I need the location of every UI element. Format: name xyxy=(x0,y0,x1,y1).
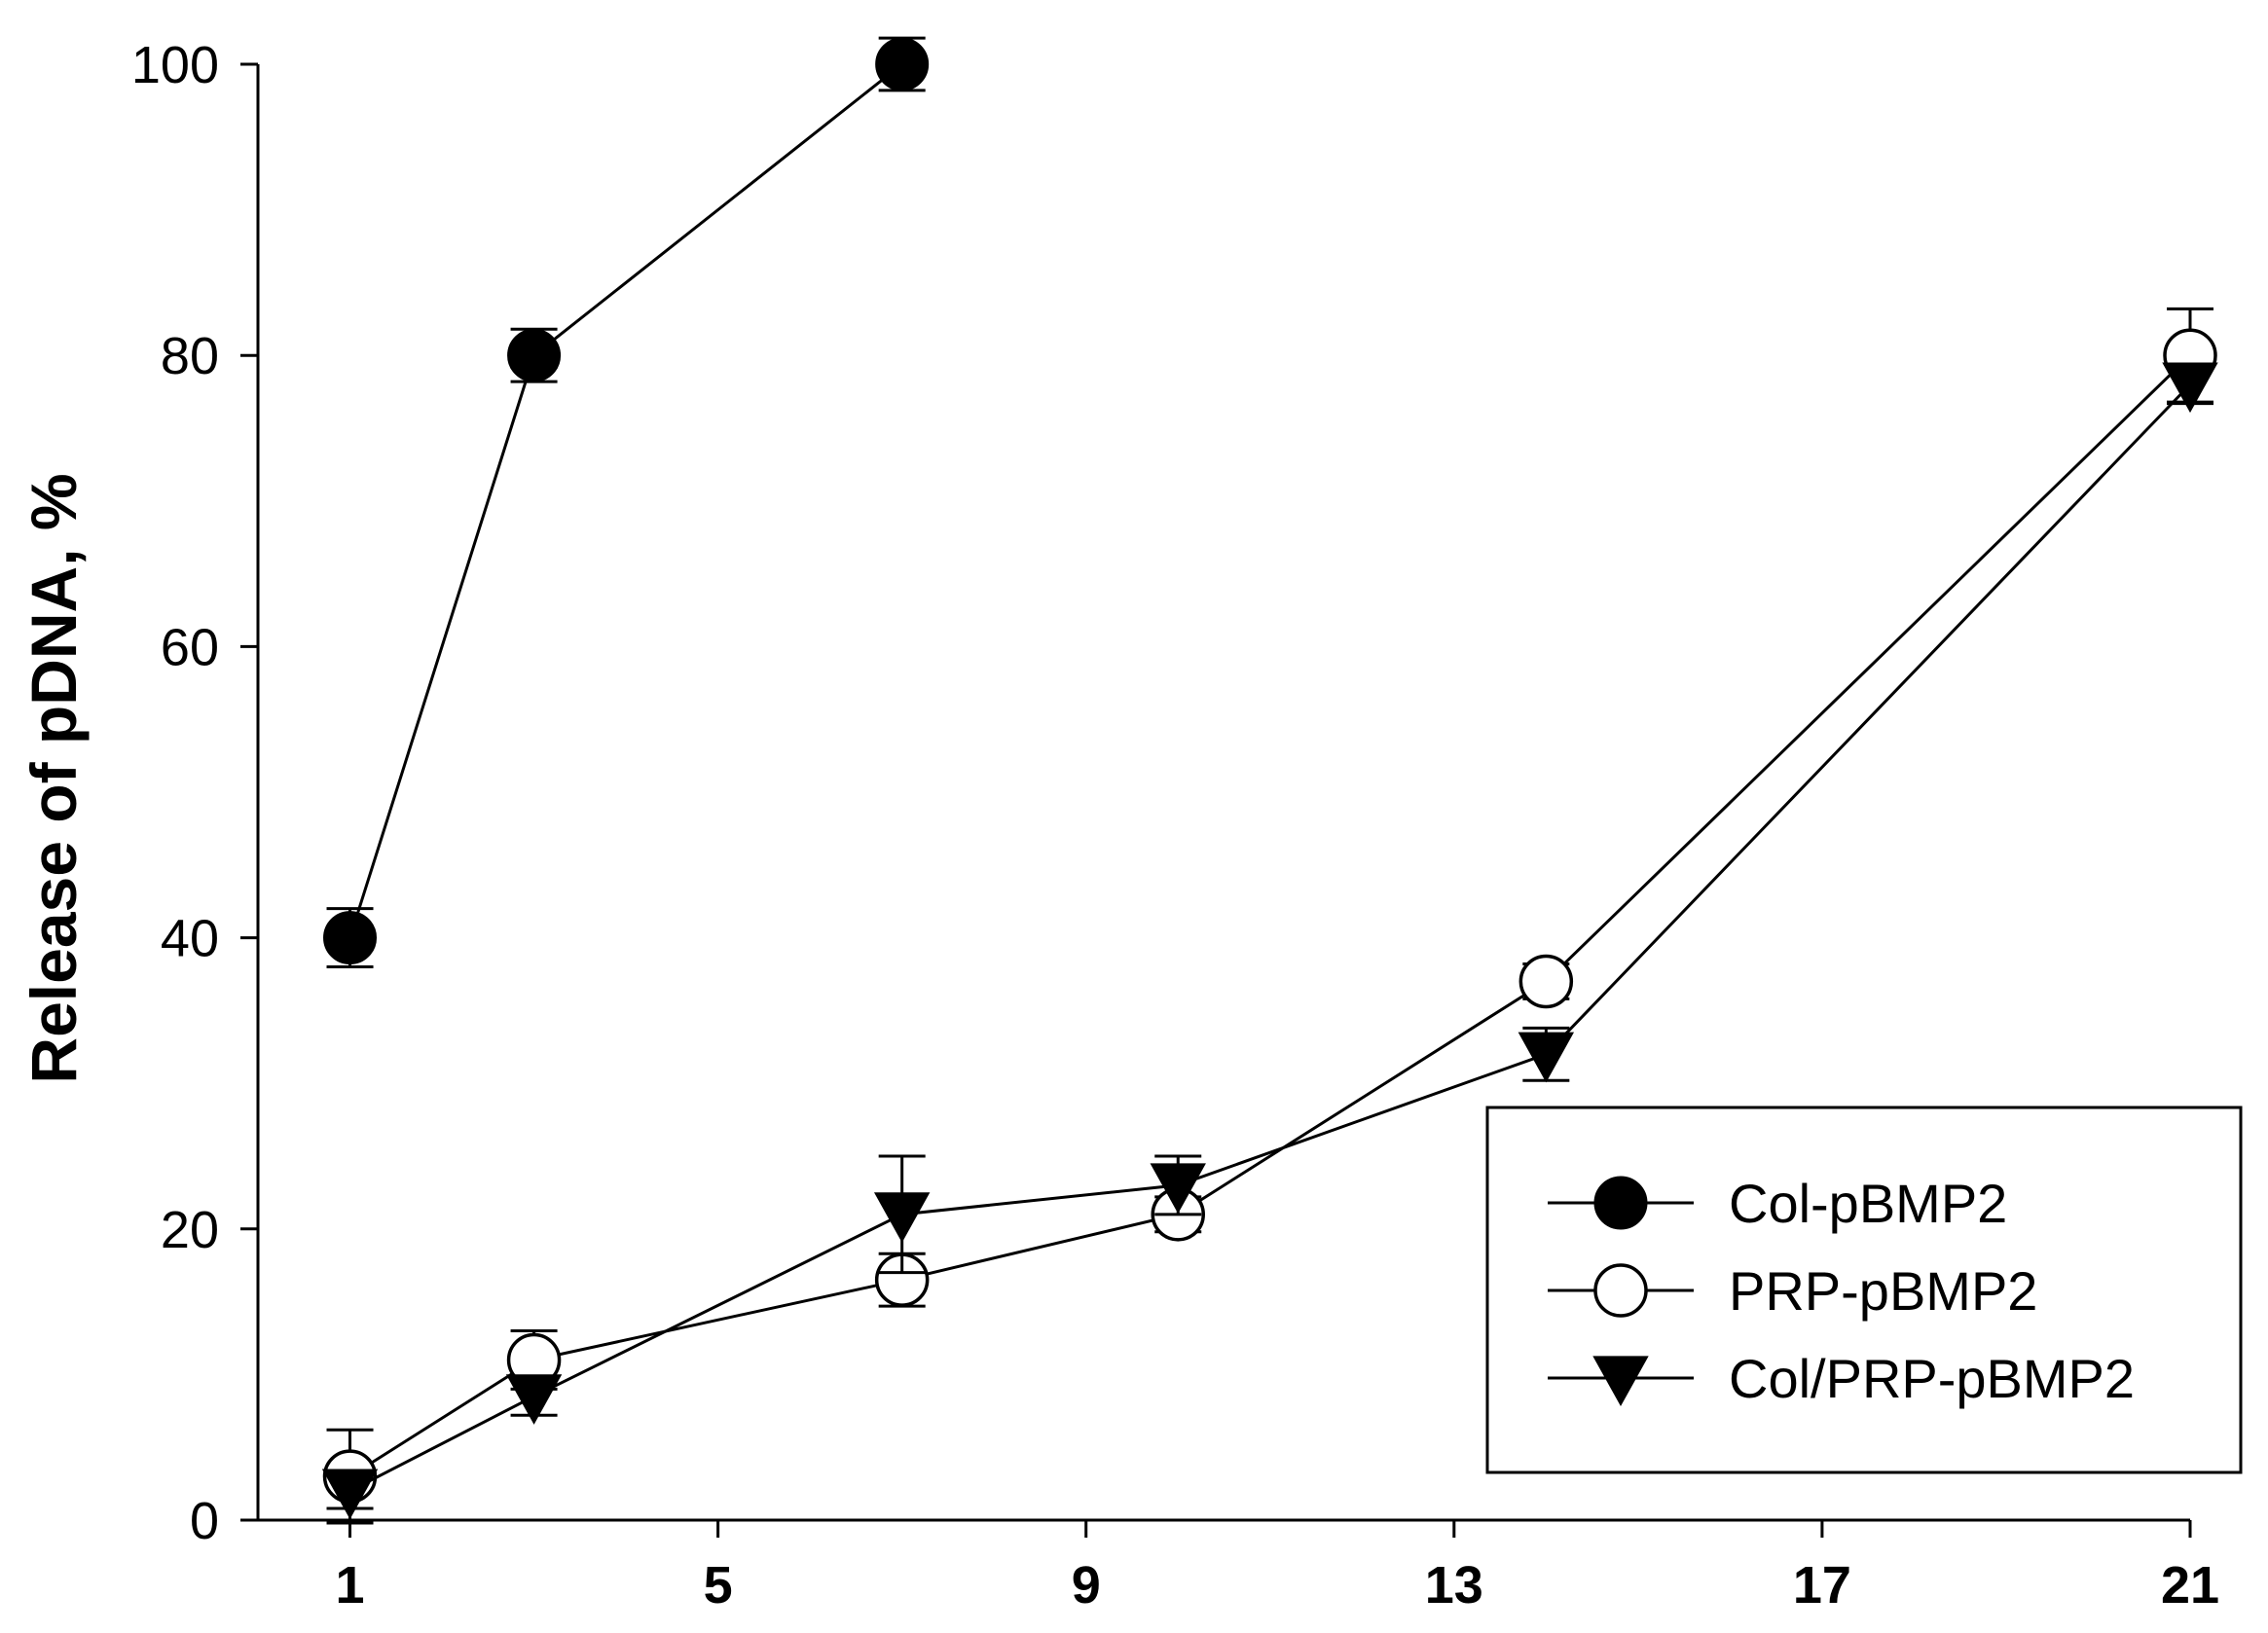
series-layer xyxy=(321,36,2218,1525)
series-1 xyxy=(323,36,930,969)
series-line xyxy=(348,383,2192,1493)
y-tick-label: 80 xyxy=(161,327,219,385)
data-point xyxy=(873,1192,931,1243)
legend-marker xyxy=(1593,1176,1648,1230)
data-point xyxy=(507,328,562,382)
x-tick-label: 1 xyxy=(336,1556,365,1615)
y-tick-label: 20 xyxy=(161,1201,219,1259)
legend-marker xyxy=(1593,1263,1648,1318)
data-point xyxy=(505,1374,563,1425)
data-point xyxy=(2162,362,2218,414)
y-tick-label: 40 xyxy=(161,910,219,968)
data-point xyxy=(1518,1032,1575,1083)
axes: 0 20 40 60 80 100 1 5 9 13 17 21 xyxy=(131,36,2219,1615)
y-tick-label: 100 xyxy=(131,36,219,94)
y-axis-title: Release of pDNA, % xyxy=(18,473,90,1083)
legend-label: Col/PRP-pBMP2 xyxy=(1729,1348,2135,1409)
data-point xyxy=(321,1469,379,1520)
data-point xyxy=(1518,954,1574,1009)
legend-marker xyxy=(1592,1356,1649,1407)
x-tick-label: 13 xyxy=(1425,1556,1483,1615)
series-line xyxy=(348,354,2192,1478)
legend: Col-pBMP2 PRP-pBMP2 Col/PRP-pBMP2 xyxy=(1485,1106,2243,1474)
y-tick-label: 0 xyxy=(190,1492,219,1550)
series-3 xyxy=(321,362,2218,1520)
x-tick-label: 17 xyxy=(1793,1556,1851,1615)
legend-label: PRP-pBMP2 xyxy=(1729,1260,2037,1322)
legend-label: Col-pBMP2 xyxy=(1729,1173,2007,1234)
x-tick-label: 9 xyxy=(1072,1556,1101,1615)
data-point xyxy=(323,911,378,965)
data-point xyxy=(875,37,930,91)
y-tick-label: 60 xyxy=(161,618,219,676)
x-tick-label: 5 xyxy=(704,1556,733,1615)
series-line xyxy=(348,62,903,939)
x-tick-label: 21 xyxy=(2161,1556,2219,1615)
data-point xyxy=(1150,1163,1206,1214)
